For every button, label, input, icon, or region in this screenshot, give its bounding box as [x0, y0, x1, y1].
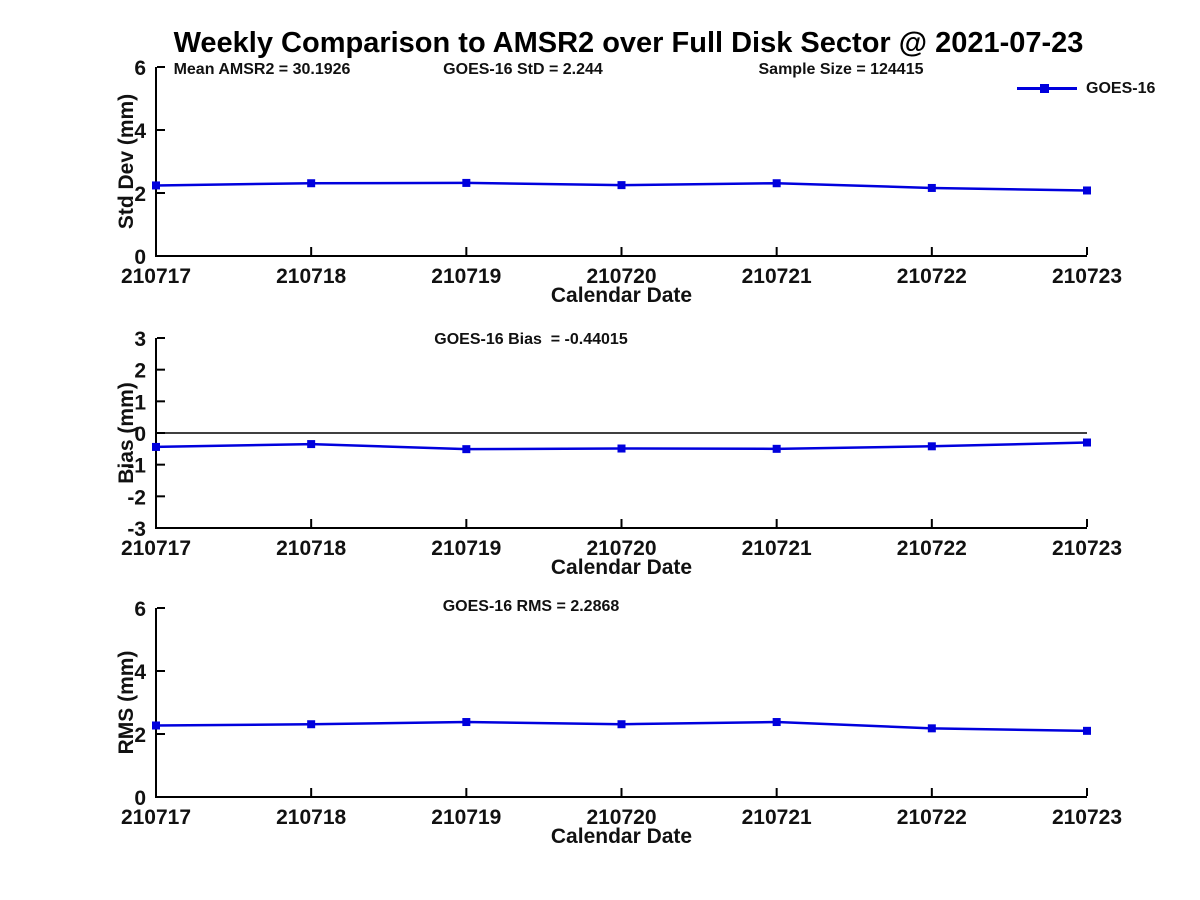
- y-tick-label: 0: [134, 787, 146, 810]
- y-axis-title: RMS (mm): [115, 651, 138, 755]
- x-tick-label: 210722: [897, 265, 967, 288]
- x-tick-label: 210719: [431, 806, 501, 829]
- x-tick-label: 210722: [897, 806, 967, 829]
- y-tick-label: 2: [134, 360, 146, 383]
- x-tick-label: 210718: [276, 265, 346, 288]
- bias-stats-annotation: GOES-16 Bias = -0.44015: [434, 331, 628, 348]
- y-tick-label: 4: [134, 661, 146, 684]
- x-tick-label: 210723: [1052, 265, 1122, 288]
- data-point-marker: [772, 179, 781, 188]
- legend-square-marker-icon: [1040, 84, 1049, 93]
- y-tick-label: -1: [127, 455, 146, 478]
- data-point-marker: [927, 442, 936, 451]
- y-tick-label: 6: [134, 598, 146, 621]
- data-point-marker: [307, 720, 316, 729]
- data-point-marker: [927, 724, 936, 733]
- y-tick-label: 3: [134, 328, 146, 351]
- x-axis-title: Calendar Date: [551, 284, 692, 307]
- x-tick-label: 210718: [276, 537, 346, 560]
- y-tick-label: 6: [134, 57, 146, 80]
- x-tick-label: 210721: [742, 265, 812, 288]
- y-tick-label: 4: [134, 120, 146, 143]
- figure-title: Weekly Comparison to AMSR2 over Full Dis…: [173, 27, 1084, 59]
- x-tick-label: 210722: [897, 537, 967, 560]
- y-tick-label: -2: [127, 486, 146, 509]
- std-dev-subplot: 0 2 4 6 210717 210718 210719 210720 210721 210722…: [115, 57, 1122, 307]
- x-tick-label: 210719: [431, 537, 501, 560]
- data-point-marker: [462, 178, 471, 187]
- std-dev-stats-annotation: Mean AMSR2 = 30.1926: [174, 61, 351, 78]
- data-point-marker: [772, 718, 781, 727]
- y-axis-title: Bias (mm): [115, 382, 138, 484]
- x-tick-label: 210720: [586, 537, 656, 560]
- y-tick-label: -3: [127, 518, 146, 541]
- y-tick-label: 0: [134, 246, 146, 269]
- data-point-marker: [617, 181, 626, 190]
- data-point-marker: [927, 183, 936, 192]
- x-tick-label: 210721: [742, 537, 812, 560]
- y-tick-label: 0: [134, 423, 146, 446]
- std-dev-stats-annotation: Sample Size = 124415: [759, 61, 924, 78]
- x-tick-label: 210717: [121, 265, 191, 288]
- data-point-marker: [152, 442, 160, 451]
- y-tick-label: 1: [134, 391, 146, 414]
- data-point-marker: [617, 444, 626, 453]
- y-axis-title: Std Dev (mm): [115, 94, 138, 229]
- data-point-marker: [772, 444, 781, 453]
- legend-label: GOES-16: [1086, 80, 1156, 97]
- x-tick-label: 210720: [586, 806, 656, 829]
- x-tick-label: 210720: [586, 265, 656, 288]
- std-dev-stats-annotation: GOES-16 StD = 2.244: [443, 61, 603, 78]
- data-point-marker: [1083, 186, 1091, 195]
- data-point-marker: [1083, 438, 1091, 447]
- data-point-marker: [152, 721, 160, 730]
- y-tick-label: 2: [134, 183, 146, 206]
- x-tick-label: 210721: [742, 806, 812, 829]
- data-point-marker: [307, 179, 316, 188]
- x-tick-label: 210718: [276, 806, 346, 829]
- x-axis-title: Calendar Date: [551, 825, 692, 848]
- x-axis-title: Calendar Date: [551, 556, 692, 579]
- rms-subplot: 0 2 4 6 210717 210718 210719 210720 210721 210722…: [115, 598, 1122, 848]
- rms-stats-annotation: GOES-16 RMS = 2.2868: [443, 598, 620, 615]
- data-point-marker: [152, 181, 160, 190]
- x-tick-label: 210717: [121, 806, 191, 829]
- x-tick-label: 210723: [1052, 537, 1122, 560]
- x-tick-label: 210717: [121, 537, 191, 560]
- x-tick-label: 210723: [1052, 806, 1122, 829]
- data-point-marker: [1083, 726, 1091, 735]
- data-point-marker: [462, 445, 471, 454]
- data-point-marker: [307, 440, 316, 449]
- data-point-marker: [617, 720, 626, 729]
- data-point-marker: [462, 718, 471, 727]
- y-tick-label: 2: [134, 724, 146, 747]
- x-tick-label: 210719: [431, 265, 501, 288]
